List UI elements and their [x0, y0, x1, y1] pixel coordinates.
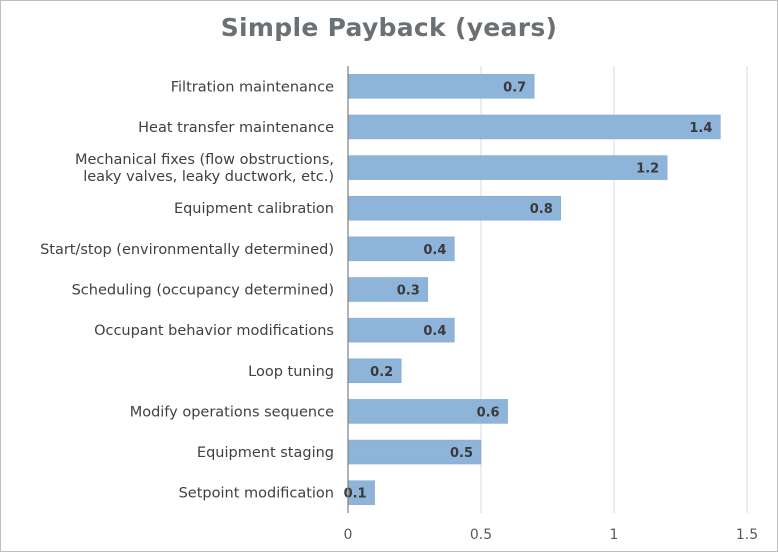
bar-5: [347, 277, 429, 302]
bar-2: [347, 155, 668, 180]
category-label-1: Heat transfer maintenance: [138, 120, 334, 136]
data-label-1: 1.4: [689, 121, 712, 136]
data-label-6: 0.4: [423, 324, 446, 339]
category-label-2: Mechanical fixes (flow obstructions, leak…: [75, 152, 334, 185]
category-label-10: Setpoint modification: [179, 486, 334, 502]
data-label-7: 0.2: [370, 365, 393, 380]
data-label-9: 0.5: [450, 446, 473, 461]
category-label-5: Scheduling (occupancy determined): [72, 283, 334, 299]
chart-title: Simple Payback (years): [220, 13, 558, 42]
data-label-4: 0.4: [423, 243, 446, 258]
bar-7: [347, 358, 402, 384]
x-tick-label-2: 1: [610, 527, 619, 543]
bar-3: [347, 195, 562, 221]
category-label-6: Occupant behavior modifications: [94, 323, 334, 339]
bar-8: [347, 399, 508, 424]
data-label-2: 1.2: [636, 162, 659, 177]
data-label-10: 0.1: [344, 487, 367, 502]
category-label-7: Loop tuning: [248, 364, 334, 380]
data-label-8: 0.6: [477, 405, 500, 420]
category-label-4: Start/stop (environmentally determined): [40, 242, 334, 258]
data-label-5: 0.3: [397, 284, 420, 299]
data-label-3: 0.8: [530, 202, 553, 217]
x-tick-label-1: 0.5: [470, 527, 492, 543]
bar-1: [347, 114, 721, 140]
category-label-8: Modify operations sequence: [130, 404, 334, 420]
bar-4: [347, 236, 455, 262]
bar-9: [347, 439, 482, 465]
bar-10: [347, 480, 375, 505]
category-label-0: Filtration maintenance: [171, 79, 334, 95]
x-tick-label-0: 0: [344, 527, 353, 543]
x-tick-label-3: 1.5: [736, 527, 758, 543]
bar-6: [347, 317, 455, 343]
data-label-0: 0.7: [503, 80, 526, 95]
category-label-9: Equipment staging: [197, 445, 334, 461]
category-label-3: Equipment calibration: [174, 201, 334, 217]
